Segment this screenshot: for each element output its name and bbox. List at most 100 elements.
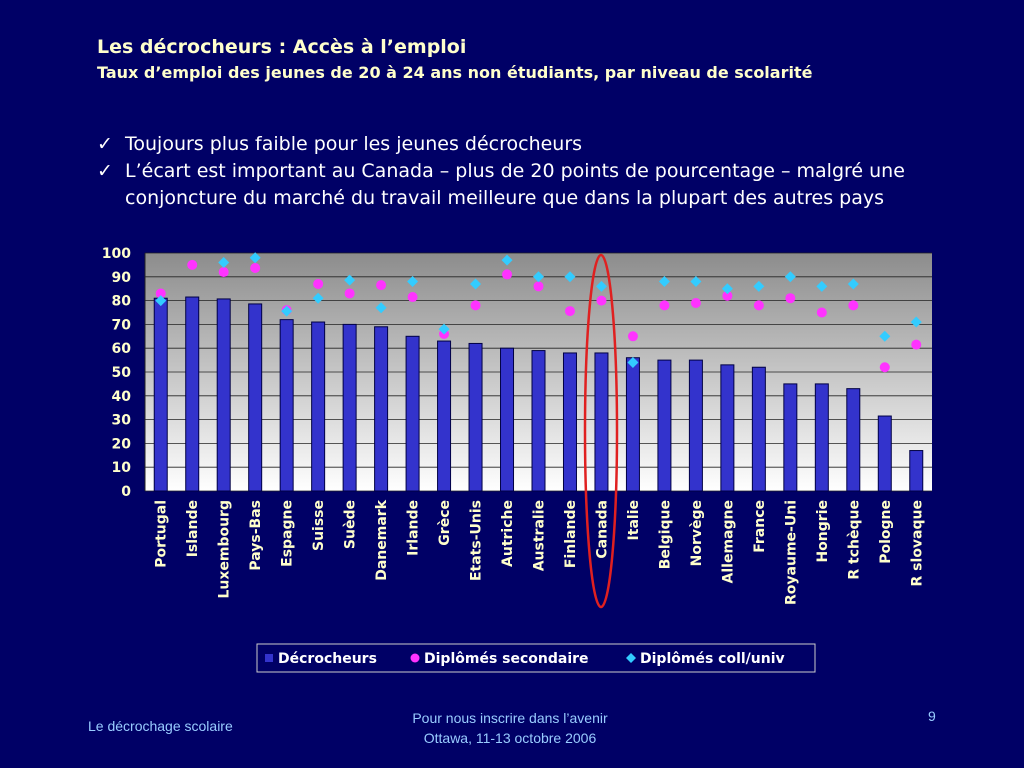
point (816, 307, 827, 318)
point (595, 280, 607, 292)
x-tick-label: Belgique (657, 500, 673, 569)
footer-line: Ottawa, 11-13 octobre 2006 (423, 730, 597, 746)
legend (256, 643, 816, 673)
bar (500, 347, 515, 492)
bar (783, 383, 798, 492)
point (879, 330, 891, 342)
point (627, 356, 639, 368)
y-tick-label: 100 (102, 246, 131, 262)
x-tick-label: Grèce (437, 500, 453, 546)
y-tick-label: 70 (112, 317, 132, 333)
bar (437, 340, 452, 492)
x-tick-label: Hongrie (815, 500, 831, 563)
point (533, 281, 544, 292)
legend-swatch (626, 653, 636, 663)
x-tick-label: Autriche (500, 500, 516, 567)
footer-center: Pour nous inscrire dans l’avenir Ottawa, … (360, 708, 660, 748)
point (753, 280, 765, 292)
point (596, 295, 607, 306)
bar (657, 359, 672, 492)
x-tick-label: Finlande (563, 500, 579, 568)
x-tick-label: R slovaque (909, 500, 925, 586)
point (659, 300, 670, 311)
point (721, 283, 733, 295)
bar (846, 388, 861, 492)
point (847, 278, 859, 290)
x-tick-label: Pologne (878, 500, 894, 564)
bar (531, 350, 546, 492)
bar (405, 335, 420, 492)
point (250, 262, 261, 273)
y-tick-label: 60 (112, 341, 132, 357)
x-tick-label: R tchèque (846, 500, 862, 580)
x-tick-label: Suède (343, 500, 359, 549)
bar (562, 352, 577, 492)
bar (311, 321, 326, 492)
chart: 0 10 20 30 40 50 60 70 80 90 100 Portugal Islande Lux… (102, 246, 932, 673)
x-tick-label: Italie (626, 500, 642, 540)
footer-line: Pour nous inscrire dans l’avenir (412, 710, 608, 726)
y-tick-label: 80 (112, 294, 132, 310)
y-tick-label: 40 (112, 389, 132, 405)
point (312, 292, 324, 304)
point (376, 280, 387, 291)
y-tick-label: 20 (112, 436, 132, 452)
legend-label: Diplômés coll/univ (640, 651, 785, 667)
x-tick-label: France (752, 500, 768, 553)
bar (153, 297, 168, 492)
x-tick-label: Norvège (689, 500, 705, 566)
point (375, 302, 387, 314)
bar (877, 415, 892, 492)
point (658, 276, 670, 288)
bullet: Toujours plus faible pour les jeunes déc… (97, 131, 965, 158)
point (501, 254, 513, 266)
bar (814, 383, 829, 492)
point (502, 269, 513, 280)
point (722, 290, 733, 301)
bullet: L’écart est important au Canada – plus d… (97, 158, 965, 212)
y-tick-label: 30 (112, 413, 132, 429)
point (155, 295, 167, 307)
subtitle: Taux d’emploi des jeunes de 20 à 24 ans … (97, 63, 813, 82)
point (218, 257, 230, 269)
bar (909, 450, 924, 492)
point (249, 252, 261, 264)
bar (185, 296, 200, 492)
point (816, 280, 828, 292)
point (313, 278, 324, 289)
point (627, 331, 638, 342)
point (564, 306, 575, 317)
legend-swatch (410, 653, 420, 663)
point (848, 300, 859, 311)
x-tick-label: Islande (185, 500, 201, 557)
x-tick-label: Allemagne (720, 500, 736, 583)
y-tick-label: 0 (121, 484, 131, 500)
point (155, 288, 166, 299)
point (438, 323, 450, 335)
x-tick-label: Irlande (406, 500, 422, 556)
bar (342, 323, 357, 492)
point (564, 271, 576, 283)
x-tick-label: Pays-Bas (248, 500, 264, 571)
point (407, 292, 418, 303)
point (785, 293, 796, 304)
point (344, 274, 356, 286)
highlight (583, 253, 619, 609)
bar (625, 357, 640, 492)
legend-label: Diplômés secondaire (424, 651, 589, 667)
y-tick-label: 10 (112, 460, 132, 476)
point (753, 300, 764, 311)
legend-label: Décrocheurs (278, 651, 377, 667)
point (470, 300, 481, 311)
x-tick-label: Espagne (280, 500, 296, 567)
x-tick-label: Luxembourg (217, 500, 233, 599)
footer-left: Le décrochage scolaire (88, 718, 233, 734)
title: Les décrocheurs : Accès à l’emploi (97, 36, 467, 58)
bar (374, 326, 389, 492)
bar (216, 298, 231, 492)
point (470, 278, 482, 290)
y-tick-label: 50 (112, 365, 132, 381)
x-tick-label: Royaume-Uni (783, 500, 799, 605)
y-tick-label: 90 (112, 270, 132, 286)
point (533, 271, 544, 283)
